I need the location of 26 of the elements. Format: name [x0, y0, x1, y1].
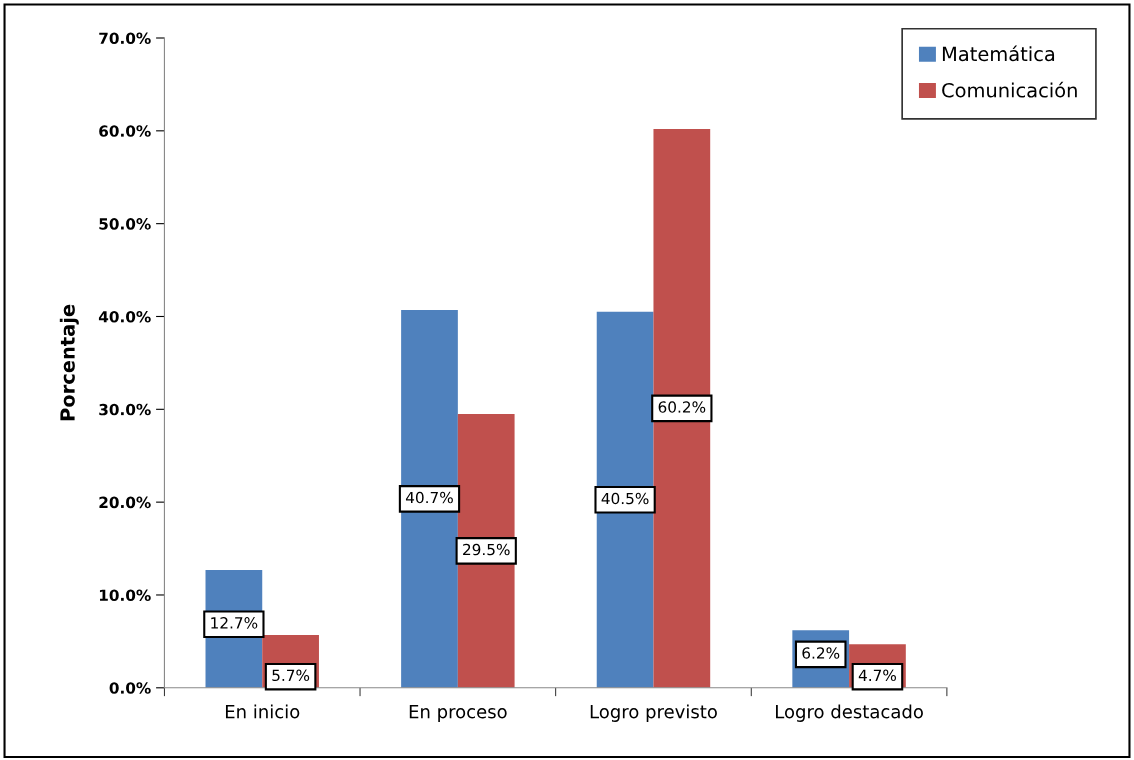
y-tick-label: 50.0% — [99, 218, 151, 230]
data-label: 40.5% — [601, 492, 649, 505]
data-label: 60.2% — [658, 401, 706, 413]
y-tick-label: 70.0% — [99, 32, 151, 45]
y-tick-label: 40.0% — [98, 310, 151, 323]
data-label: 40.7% — [405, 491, 453, 504]
x-tick-label: En inicio — [225, 704, 300, 719]
data-label: 6.2% — [802, 647, 840, 659]
x-tick-label: Logro previsto — [590, 704, 717, 722]
y-tick-label: 30.0% — [99, 403, 151, 416]
legend-label: Matemática — [942, 45, 1055, 62]
legend-label: Comunicación — [942, 81, 1077, 98]
bar — [653, 128, 711, 688]
bar — [457, 413, 515, 688]
y-axis-title: Porcentaje — [59, 304, 79, 421]
y-tick-label: 60.0% — [99, 125, 151, 137]
data-label: 5.7% — [272, 669, 310, 682]
y-tick-label: 10.0% — [99, 589, 151, 601]
data-label: 4.7% — [858, 669, 897, 682]
y-tick-label: 20.0% — [99, 496, 151, 509]
x-tick-label: En proceso — [409, 705, 507, 722]
data-label: 29.5% — [463, 543, 510, 556]
data-label: 12.7% — [211, 617, 258, 629]
y-tick-label: 0.0% — [109, 682, 151, 694]
x-tick-label: Logro destacado — [776, 704, 923, 722]
bar — [596, 311, 654, 688]
